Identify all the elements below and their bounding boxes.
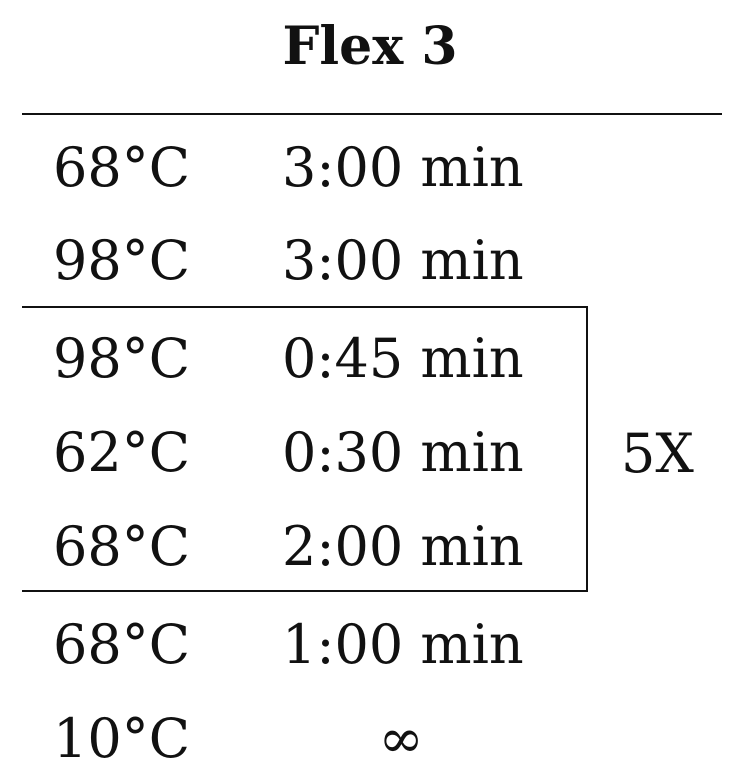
step-duration: 2:00 min <box>282 515 524 578</box>
infinity-hold-duration: ∞ <box>378 707 424 770</box>
protocol-title: Flex 3 <box>282 16 458 77</box>
step-temperature: 68°C <box>53 515 191 578</box>
cycle-repeat-label: 5X <box>621 422 694 485</box>
step-duration: 0:30 min <box>282 421 524 484</box>
step-temperature: 68°C <box>53 613 191 676</box>
cycle-bracket <box>22 306 588 592</box>
step-temperature: 10°C <box>53 707 191 770</box>
step-temperature: 62°C <box>53 421 191 484</box>
step-duration: 1:00 min <box>282 613 524 676</box>
step-duration: 0:45 min <box>282 327 524 390</box>
step-temperature: 98°C <box>53 229 191 292</box>
step-temperature: 68°C <box>53 136 191 199</box>
step-duration: 3:00 min <box>282 136 524 199</box>
step-temperature: 98°C <box>53 327 191 390</box>
header-divider <box>22 113 722 115</box>
step-duration: 3:00 min <box>282 229 524 292</box>
